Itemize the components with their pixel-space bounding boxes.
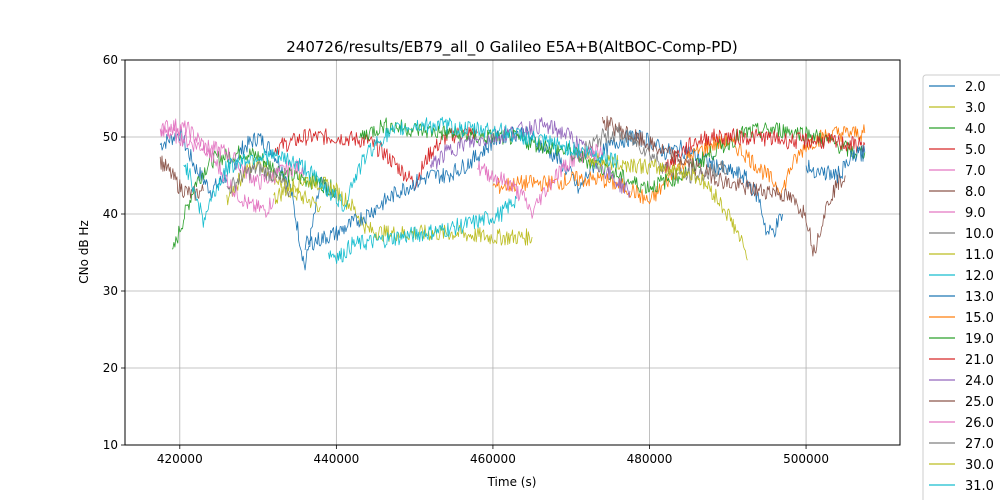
legend-label: 3.0	[965, 101, 986, 116]
legend-label: 4.0	[965, 122, 986, 137]
legend-label: 19.0	[965, 332, 994, 347]
legend-label: 7.0	[965, 164, 986, 179]
series-line-9-0	[159, 118, 275, 218]
y-tick-label: 10	[103, 438, 118, 452]
x-tick-label: 440000	[313, 452, 359, 466]
series-line-10-0	[226, 160, 290, 198]
legend-label: 15.0	[965, 311, 994, 326]
legend-label: 9.0	[965, 206, 986, 221]
legend-frame	[922, 74, 1000, 500]
legend-label: 27.0	[965, 437, 994, 452]
chart-title: 240726/results/EB79_all_0 Galileo E5A+B(…	[286, 38, 737, 57]
legend-label: 8.0	[965, 185, 986, 200]
legend-label: 24.0	[965, 374, 994, 389]
legend-label: 11.0	[965, 248, 994, 263]
series-line-13-0	[304, 126, 783, 251]
series-line-11-0	[273, 173, 533, 246]
series-line-19-0	[359, 117, 866, 194]
legend-label: 5.0	[965, 143, 986, 158]
legend-label: 2.0	[965, 80, 986, 95]
x-axis-label: Time (s)	[487, 475, 537, 489]
y-tick-label: 60	[103, 53, 118, 67]
y-axis-label: CNo dB Hz	[77, 220, 91, 284]
x-tick-label: 460000	[470, 452, 516, 466]
legend-label: 10.0	[965, 227, 994, 242]
x-tick-label: 420000	[157, 452, 203, 466]
legend-label: 21.0	[965, 353, 994, 368]
x-tick-label: 500000	[783, 452, 829, 466]
y-axis-ticks: 10 20 30 40 50 60	[103, 53, 125, 452]
series-line-15-0	[492, 124, 866, 205]
legend-label: 13.0	[965, 290, 994, 305]
y-tick-label: 20	[103, 361, 118, 375]
grid-lines	[125, 59, 900, 446]
legend: 2.0 3.0 4.0 5.0 7.0 8.0 9.0 10.0 11.0 12.0 13.0 15.…	[922, 74, 1000, 500]
legend-label: 12.0	[965, 269, 994, 284]
y-tick-label: 30	[103, 284, 118, 298]
series-line-24-0	[429, 117, 631, 198]
series-lines	[159, 115, 866, 271]
series-line-27-0	[570, 125, 729, 184]
x-tick-label: 480000	[627, 452, 673, 466]
series-line-12-0	[328, 195, 517, 264]
series-line-7-0	[159, 122, 306, 191]
y-tick-label: 50	[103, 130, 118, 144]
series-line-26-0	[476, 143, 603, 219]
y-tick-label: 40	[103, 207, 118, 221]
series-line-31-0	[183, 116, 619, 228]
series-line-30-0	[586, 151, 748, 261]
x-axis-ticks: 420000 440000 460000 480000 500000	[157, 445, 829, 466]
series-line-33-0	[805, 144, 866, 184]
series-line-8-0	[159, 155, 204, 201]
legend-label: 26.0	[965, 416, 994, 431]
series-line-2-0	[159, 127, 337, 271]
series-line-21-0	[664, 128, 866, 174]
plot-frame	[124, 59, 901, 446]
legend-label: 30.0	[965, 458, 994, 473]
legend-label: 25.0	[965, 395, 994, 410]
legend-label: 31.0	[965, 479, 994, 494]
series-line-25-0	[602, 115, 846, 257]
